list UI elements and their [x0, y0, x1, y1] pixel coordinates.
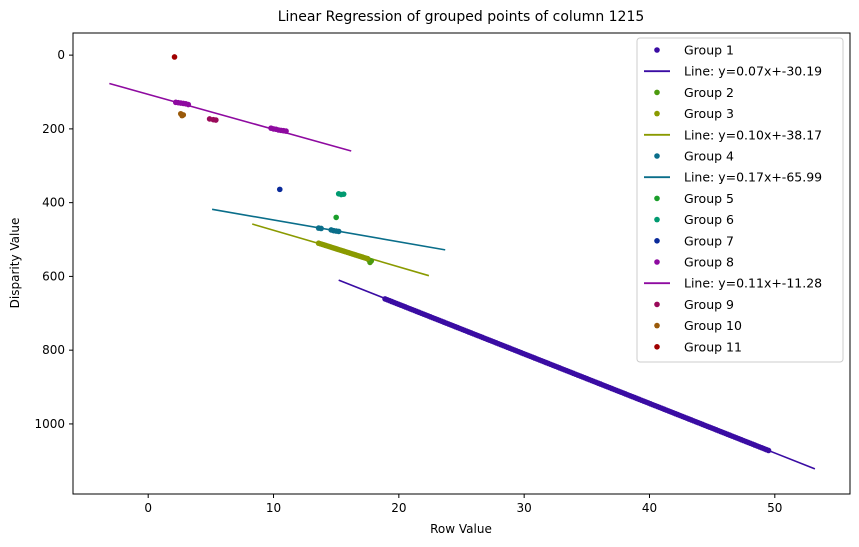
- y-tick-label: 0: [57, 48, 65, 62]
- y-tick-label: 800: [42, 343, 65, 357]
- series-3: [315, 240, 371, 262]
- legend-label: Line: y=0.07x+-30.19: [684, 64, 822, 79]
- data-point: [213, 117, 219, 123]
- legend-entry: Line: y=0.07x+-30.19: [644, 64, 822, 79]
- legend-label: Line: y=0.10x+-38.17: [684, 127, 822, 142]
- legend-entry: Group 6: [654, 212, 734, 227]
- y-axis: 0 200 400 600 800 1000: [34, 48, 73, 431]
- legend-point-swatch: [654, 238, 660, 244]
- series-8: [172, 99, 289, 134]
- legend-point-swatch: [654, 153, 660, 159]
- legend-box: [636, 37, 844, 363]
- series-10: [177, 110, 187, 119]
- legend-point-swatch: [654, 195, 660, 202]
- regression-line-4: [109, 82, 352, 152]
- legend-entry: Group 5: [654, 191, 734, 206]
- x-axis: 0 10 20 30 40 50: [144, 494, 782, 515]
- legend-entry: Group 3: [654, 106, 734, 121]
- x-tick-label: 0: [144, 501, 152, 515]
- series-4: [315, 225, 342, 235]
- legend: Group 1 Line: y=0.07x+-30.19 Group 2 Group …: [636, 37, 844, 363]
- legend-entry: Line: y=0.10x+-38.17: [644, 127, 822, 142]
- legend-entry: Group 7: [654, 233, 734, 248]
- legend-entry: Group 8: [654, 255, 734, 270]
- legend-entry: Line: y=0.11x+-11.28: [644, 276, 822, 291]
- y-tick-label: 400: [42, 196, 65, 210]
- series-9: [206, 116, 219, 123]
- legend-point-swatch: [654, 322, 660, 329]
- y-tick-label: 600: [42, 269, 65, 283]
- legend-label: Group 9: [684, 297, 734, 312]
- legend-label: Group 5: [684, 191, 734, 206]
- legend-point-swatch: [654, 344, 660, 350]
- legend-point-swatch: [654, 216, 660, 223]
- y-tick-label: 1000: [34, 417, 65, 431]
- legend-entry: Line: y=0.17x+-65.99: [644, 170, 822, 185]
- legend-label: Group 4: [684, 149, 734, 164]
- legend-entry: Group 9: [654, 297, 734, 312]
- data-point: [765, 447, 772, 454]
- chart-title: Linear Regression of grouped points of c…: [278, 9, 645, 25]
- legend-label: Group 8: [684, 255, 734, 270]
- series-5: [333, 214, 339, 221]
- data-point: [276, 186, 283, 193]
- data-point: [335, 228, 342, 235]
- y-tick-label: 200: [42, 122, 65, 136]
- x-tick-label: 20: [391, 501, 406, 515]
- x-tick-label: 40: [642, 501, 657, 515]
- data-point: [185, 101, 192, 108]
- legend-entry: Group 4: [654, 149, 734, 164]
- plot-frame: [72, 32, 851, 495]
- legend-label: Line: y=0.11x+-11.28: [684, 276, 822, 291]
- data-point: [283, 128, 289, 134]
- legend-point-swatch: [654, 89, 660, 96]
- data-point: [333, 214, 339, 221]
- legend-label: Group 7: [684, 233, 734, 248]
- x-tick-label: 30: [517, 501, 532, 515]
- x-tick-label: 10: [266, 501, 281, 515]
- legend-label: Group 10: [684, 318, 742, 333]
- legend-label: Group 6: [684, 212, 734, 227]
- series-7: [276, 186, 283, 193]
- data-point: [318, 225, 324, 232]
- legend-label: Line: y=0.17x+-65.99: [684, 170, 822, 185]
- legend-entry: Group 10: [654, 318, 742, 333]
- data-point: [179, 112, 185, 119]
- legend-point-swatch: [654, 110, 660, 117]
- legend-label: Group 1: [684, 43, 734, 58]
- legend-point-swatch: [654, 301, 660, 308]
- series-6: [335, 190, 347, 198]
- legend-entry: Group 11: [654, 339, 742, 354]
- legend-point-swatch: [654, 259, 660, 265]
- data-point: [340, 191, 347, 197]
- data-point: [364, 255, 371, 262]
- legend-label: Group 11: [684, 339, 742, 354]
- series-1: [382, 296, 772, 454]
- legend-entry: Group 1: [654, 43, 734, 58]
- legend-point-swatch: [654, 47, 660, 53]
- legend-entry: Group 2: [654, 85, 734, 100]
- data-point: [171, 54, 178, 60]
- x-axis-label: Row Value: [430, 522, 492, 536]
- series-11: [171, 54, 178, 60]
- legend-label: Group 2: [684, 85, 734, 100]
- y-axis-label: Disparity Value: [8, 218, 22, 309]
- legend-label: Group 3: [684, 106, 734, 121]
- x-tick-label: 50: [767, 501, 782, 515]
